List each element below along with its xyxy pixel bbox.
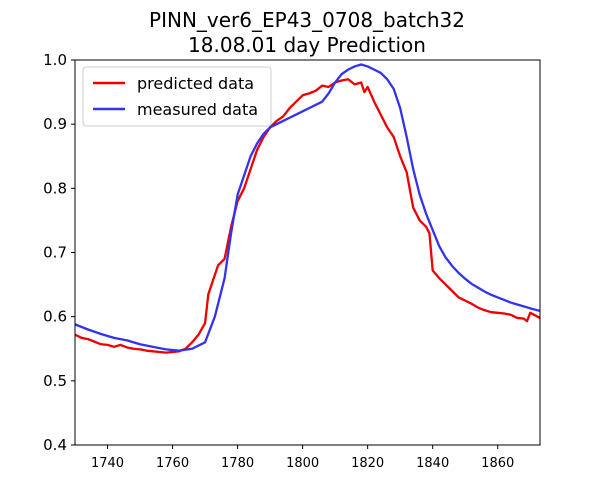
x-tick-label: 1760: [156, 456, 189, 471]
chart-title: PINN_ver6_EP43_0708_batch32: [149, 8, 465, 32]
x-tick-label: 1820: [351, 456, 384, 471]
y-tick-label: 0.7: [43, 244, 67, 262]
series-layer: [75, 63, 540, 354]
x-axis: 1740 1760 1780 1800 1820 1840 1860: [91, 445, 514, 471]
y-tick-label: 0.8: [43, 179, 67, 197]
legend-label-0: predicted data: [137, 74, 254, 93]
x-tick-label: 1840: [416, 456, 449, 471]
y-tick-label: 1.0: [43, 51, 67, 69]
chart-subtitle: 18.08.01 day Prediction: [188, 33, 426, 57]
x-tick-label: 1740: [91, 456, 124, 471]
x-tick-label: 1860: [481, 456, 514, 471]
legend: predicted data measured data: [82, 66, 272, 127]
y-axis: 0.4 0.5 0.6 0.7 0.8 0.9 1.0: [43, 51, 75, 454]
y-tick-label: 0.5: [43, 372, 67, 390]
y-tick-label: 0.4: [43, 436, 67, 454]
x-tick-label: 1780: [221, 456, 254, 471]
series-line-1: [75, 63, 540, 352]
legend-label-1: measured data: [137, 100, 258, 119]
series-line-0: [75, 78, 540, 354]
legend-box: [82, 66, 272, 127]
x-tick-label: 1800: [286, 456, 319, 471]
y-tick-label: 0.6: [43, 308, 67, 326]
y-tick-label: 0.9: [43, 115, 67, 133]
